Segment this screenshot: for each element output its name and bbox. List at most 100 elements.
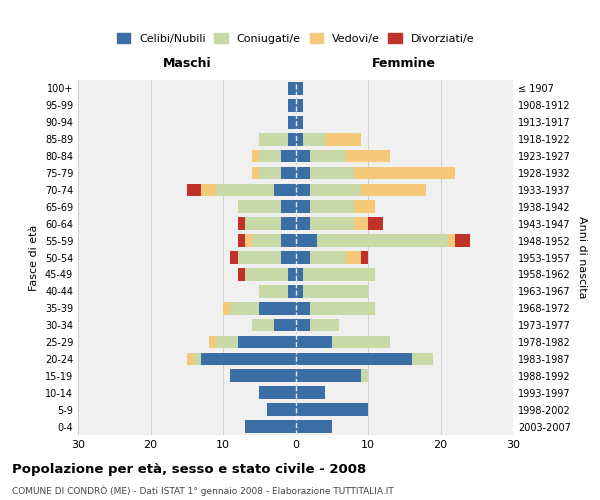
Bar <box>230 251 238 264</box>
Bar <box>259 285 288 298</box>
Bar <box>281 150 296 162</box>
Bar <box>317 234 448 247</box>
Bar <box>259 150 281 162</box>
Bar <box>412 352 433 366</box>
Bar <box>252 150 259 162</box>
Bar <box>259 133 288 145</box>
Bar <box>296 200 310 213</box>
Bar <box>252 319 274 332</box>
Bar <box>201 352 296 366</box>
Bar <box>281 234 296 247</box>
Bar <box>310 218 353 230</box>
Bar <box>238 234 245 247</box>
Bar <box>296 116 303 128</box>
Bar <box>296 234 317 247</box>
Bar <box>259 386 296 399</box>
Bar <box>252 234 281 247</box>
Bar <box>296 218 310 230</box>
Bar <box>296 370 361 382</box>
Text: Femmine: Femmine <box>372 57 436 70</box>
Bar <box>238 218 245 230</box>
Bar <box>238 336 296 348</box>
Bar <box>296 386 325 399</box>
Bar <box>245 234 252 247</box>
Bar <box>259 166 281 179</box>
Bar <box>296 99 303 112</box>
Bar <box>303 133 325 145</box>
Y-axis label: Anni di nascita: Anni di nascita <box>577 216 587 298</box>
Bar <box>296 184 310 196</box>
Bar <box>274 184 296 196</box>
Bar <box>288 82 296 95</box>
Bar <box>288 133 296 145</box>
Bar <box>346 150 390 162</box>
Bar <box>238 251 281 264</box>
Bar <box>216 336 238 348</box>
Bar <box>245 268 288 280</box>
Bar <box>296 268 303 280</box>
Bar <box>346 251 361 264</box>
Bar <box>245 420 296 433</box>
Y-axis label: Fasce di età: Fasce di età <box>29 224 39 290</box>
Bar <box>281 166 296 179</box>
Bar <box>310 184 361 196</box>
Bar <box>296 82 303 95</box>
Bar <box>332 336 390 348</box>
Bar <box>296 251 310 264</box>
Bar <box>361 184 426 196</box>
Bar <box>266 404 296 416</box>
Bar <box>274 319 296 332</box>
Bar <box>281 218 296 230</box>
Bar <box>296 133 303 145</box>
Bar <box>361 370 368 382</box>
Text: Maschi: Maschi <box>163 57 211 70</box>
Bar <box>353 200 375 213</box>
Bar <box>296 302 310 314</box>
Bar <box>448 234 455 247</box>
Bar <box>296 285 303 298</box>
Bar <box>245 218 281 230</box>
Bar <box>259 302 296 314</box>
Bar <box>296 420 332 433</box>
Bar <box>209 336 216 348</box>
Bar <box>281 200 296 213</box>
Bar <box>310 302 375 314</box>
Bar <box>216 184 274 196</box>
Bar <box>296 166 310 179</box>
Bar <box>310 150 346 162</box>
Bar <box>353 218 368 230</box>
Legend: Celibi/Nubili, Coniugati/e, Vedovi/e, Divorziati/e: Celibi/Nubili, Coniugati/e, Vedovi/e, Di… <box>112 29 479 48</box>
Bar <box>361 251 368 264</box>
Bar <box>296 404 368 416</box>
Bar <box>303 285 368 298</box>
Text: Popolazione per età, sesso e stato civile - 2008: Popolazione per età, sesso e stato civil… <box>12 462 366 475</box>
Bar <box>288 116 296 128</box>
Bar <box>281 251 296 264</box>
Bar <box>296 319 310 332</box>
Bar <box>288 285 296 298</box>
Bar <box>230 302 259 314</box>
Bar <box>288 99 296 112</box>
Bar <box>325 133 361 145</box>
Bar <box>455 234 470 247</box>
Bar <box>230 370 296 382</box>
Bar <box>296 150 310 162</box>
Bar <box>223 302 230 314</box>
Bar <box>353 166 455 179</box>
Bar <box>296 352 412 366</box>
Bar <box>187 184 201 196</box>
Bar <box>288 268 296 280</box>
Bar <box>238 268 245 280</box>
Bar <box>310 319 339 332</box>
Bar <box>252 166 259 179</box>
Bar <box>368 218 383 230</box>
Bar <box>187 352 194 366</box>
Bar <box>201 184 216 196</box>
Bar <box>310 251 346 264</box>
Bar <box>194 352 201 366</box>
Bar <box>303 268 375 280</box>
Bar <box>310 200 353 213</box>
Bar <box>296 336 332 348</box>
Bar <box>238 200 281 213</box>
Bar <box>310 166 353 179</box>
